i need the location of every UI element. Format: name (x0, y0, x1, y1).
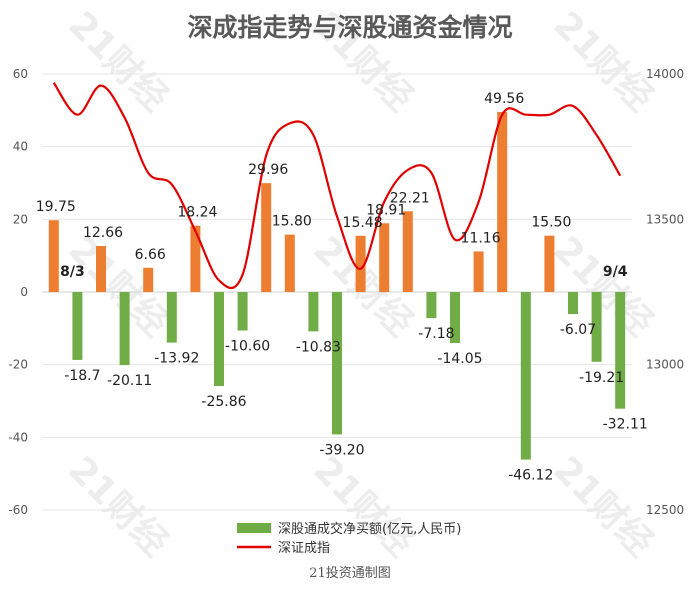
bar (190, 225, 201, 292)
y-left-tick-label: 40 (13, 140, 28, 154)
bar (119, 292, 130, 366)
watermark-text: 21财经 (60, 449, 175, 564)
data-label: -39.20 (319, 442, 364, 458)
data-label: -32.11 (603, 417, 648, 433)
line-series (52, 82, 622, 290)
data-label: -14.05 (437, 351, 482, 367)
y-left-tick-label: -20 (8, 358, 28, 372)
data-label: 15.80 (272, 214, 312, 230)
chart-title: 深成指走势与深股通资金情况 (187, 13, 512, 42)
watermark-text: 21财经 (545, 449, 660, 564)
data-label: 29.96 (248, 162, 288, 178)
bar (166, 292, 177, 343)
data-label: 19.75 (36, 199, 76, 215)
bar (284, 234, 295, 292)
bar (355, 235, 366, 292)
y-left-tick-label: -40 (8, 430, 28, 444)
data-label: -10.60 (225, 339, 270, 355)
y-right-tick-label: 13000 (646, 358, 684, 372)
legend-swatch-bar (237, 523, 271, 533)
bar (143, 267, 154, 292)
bar (379, 223, 390, 292)
bar (72, 292, 83, 360)
x-annotations: 8/3 9/4 (60, 264, 628, 280)
date-annotation: 9/4 (603, 264, 628, 280)
bar (96, 246, 106, 292)
y-right-tick-label: 13500 (646, 212, 684, 226)
legend-label-line: 深证成指 (278, 541, 330, 556)
line-path (52, 82, 622, 290)
data-label: -7.18 (418, 326, 454, 342)
watermark-text: 21财经 (60, 4, 175, 119)
legend: 深股通成交净买额(亿元,人民币) 深证成指 (237, 521, 461, 556)
right-y-axis: 14000 13500 13000 12500 (646, 67, 684, 517)
bar (402, 211, 413, 292)
y-left-tick-label: 0 (20, 285, 28, 299)
bar (261, 183, 272, 292)
bar (214, 292, 224, 386)
bar (615, 292, 626, 409)
data-label: 6.66 (135, 247, 166, 263)
bar (426, 292, 437, 319)
data-label: 18.91 (366, 202, 406, 218)
y-right-tick-label: 12500 (646, 503, 684, 517)
data-labels: 19.75 -18.7 12.66 -20.11 6.66 -13.92 18.24 -25.… (36, 91, 648, 484)
data-label: 12.66 (83, 225, 123, 241)
data-label: 11.16 (461, 230, 501, 246)
left-y-axis: 60 40 20 0 -20 -40 -60 (8, 67, 28, 517)
data-label: 49.56 (484, 91, 524, 107)
bar (544, 235, 555, 292)
bar-series (48, 111, 626, 460)
bar (568, 292, 578, 315)
data-label: -19.21 (579, 370, 624, 386)
watermark-text: 21财经 (545, 4, 660, 119)
source-note: 21投资通制图 (309, 565, 391, 581)
y-left-tick-label: -60 (8, 503, 28, 517)
data-label: -18.7 (64, 368, 100, 384)
legend-label-bar: 深股通成交净买额(亿元,人民币) (278, 521, 461, 537)
bar (450, 292, 460, 344)
bar (48, 220, 59, 292)
data-label: 15.48 (343, 215, 383, 231)
data-label: -10.83 (296, 339, 341, 355)
data-label: -6.07 (560, 322, 596, 338)
y-left-tick-label: 20 (13, 212, 28, 226)
data-label: 15.50 (531, 215, 571, 231)
y-left-tick-label: 60 (13, 67, 28, 81)
data-label: -13.92 (154, 351, 199, 367)
bar (497, 111, 508, 292)
bar (308, 292, 319, 332)
data-label: -25.86 (201, 394, 246, 410)
bar (473, 251, 484, 292)
bar (332, 292, 342, 435)
y-right-tick-label: 14000 (646, 67, 684, 81)
data-label: -20.11 (107, 373, 152, 389)
data-label: 18.24 (177, 205, 217, 221)
date-annotation: 8/3 (60, 264, 85, 280)
bar (237, 292, 248, 331)
bar (591, 292, 602, 362)
data-label: 22.21 (390, 190, 430, 206)
data-label: -46.12 (508, 468, 553, 484)
bar (520, 292, 531, 460)
